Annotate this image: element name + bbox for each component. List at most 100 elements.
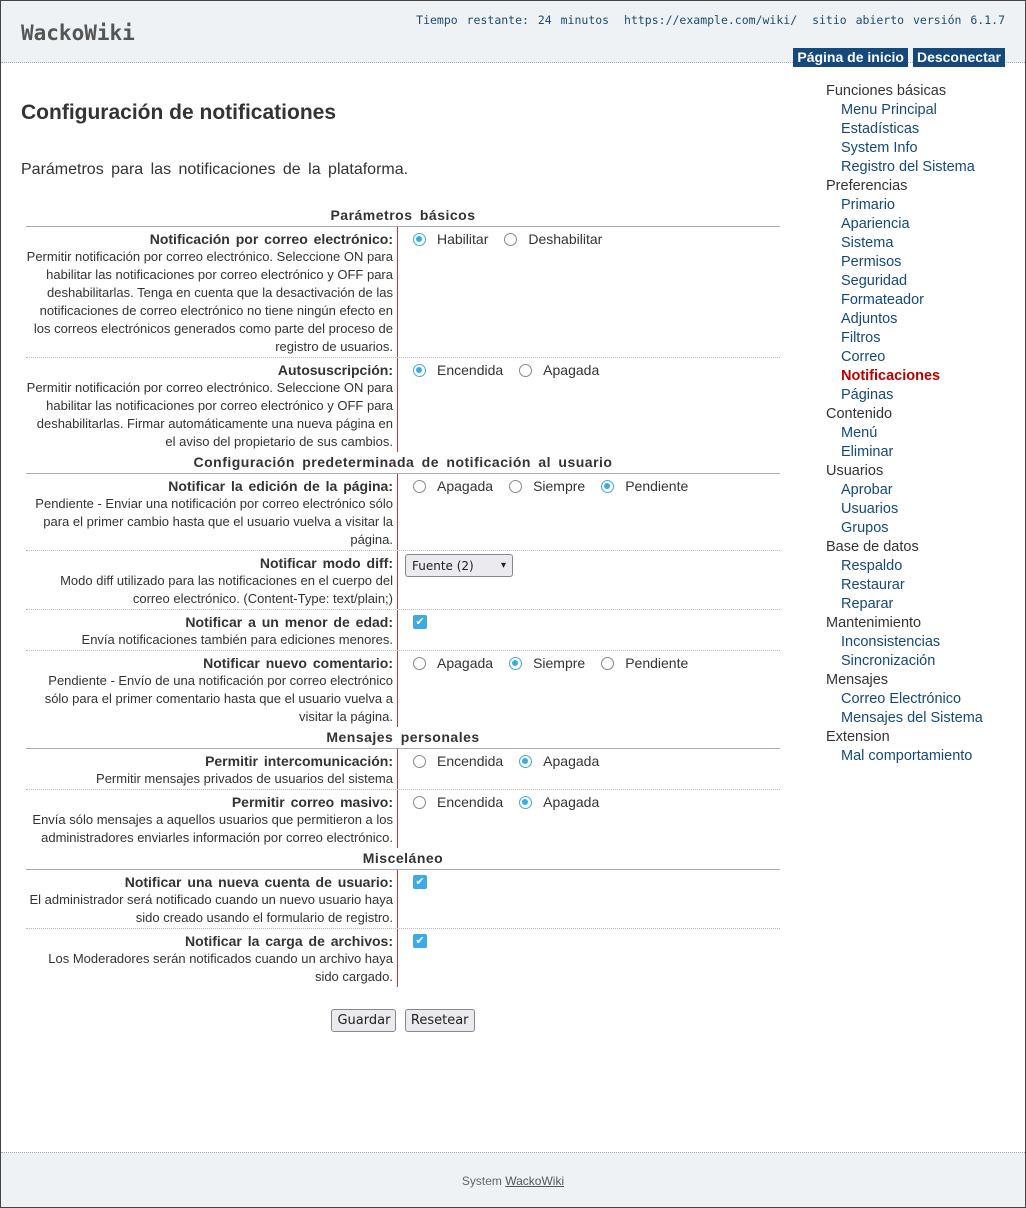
radio-option[interactable]: Pendiente	[601, 654, 688, 672]
sidebar-item[interactable]: Páginas	[841, 387, 894, 403]
radio-button[interactable]	[509, 479, 523, 493]
reset-button[interactable]: Resetear	[404, 1009, 475, 1032]
radio-button[interactable]	[519, 795, 533, 809]
setting-name: Autosuscripción:	[277, 362, 393, 378]
footer-link[interactable]: WackoWiki	[505, 1174, 565, 1188]
setting-description: Pendiente - Enviar una notificación por …	[35, 496, 393, 547]
sidebar-item[interactable]: Inconsistencias	[841, 634, 941, 650]
top-nav: Página de inicio Desconectar	[793, 48, 1005, 67]
sidebar-item[interactable]: Formateador	[841, 292, 925, 308]
radio-option[interactable]: Deshabilitar	[504, 230, 602, 248]
setting-label: Notificar a un menor de edad: Envía notif…	[26, 610, 397, 650]
footer-prefix: System	[461, 1174, 502, 1188]
radio-option[interactable]: Pendiente	[601, 477, 688, 495]
chevron-down-icon: ▾	[500, 559, 506, 571]
sidebar: Funciones básicas Menu Principal Estadísti…	[826, 82, 983, 766]
save-button[interactable]: Guardar	[331, 1009, 397, 1032]
sidebar-item[interactable]: Menu Principal	[841, 102, 937, 118]
radio-option[interactable]: Habilitar	[413, 230, 488, 248]
radio-option[interactable]: Apagada	[413, 654, 493, 672]
sidebar-item[interactable]: Registro del Sistema	[841, 159, 975, 175]
section-title: Parámetros básicos	[26, 205, 780, 227]
radio-button[interactable]	[509, 656, 523, 670]
radio-button[interactable]	[601, 479, 615, 493]
settings-section: Configuración predeterminada de notifica…	[26, 452, 780, 727]
sidebar-group-6: Mensajes	[826, 672, 889, 688]
setting-control: Encendida Apagada	[397, 749, 780, 789]
radio-button[interactable]	[601, 656, 615, 670]
setting-row: Permitir intercomunicación: Permitir mens…	[26, 749, 780, 790]
site-url: https://example.com/wiki/	[624, 13, 798, 27]
home-link[interactable]: Página de inicio	[793, 48, 908, 67]
radio-label: Siempre	[533, 655, 586, 671]
radio-option[interactable]: Apagada	[519, 361, 599, 379]
sidebar-item[interactable]: Primario	[841, 197, 895, 213]
sidebar-group-0: Funciones básicas	[826, 83, 947, 99]
sidebar-item[interactable]: Sistema	[841, 235, 894, 251]
sidebar-group-3: Usuarios	[826, 463, 884, 479]
radio-label: Apagada	[543, 794, 600, 810]
radio-label: Pendiente	[625, 478, 689, 494]
sidebar-item[interactable]: Mal comportamiento	[841, 748, 973, 764]
radio-button[interactable]	[504, 232, 518, 246]
radio-label: Encendida	[437, 362, 504, 378]
sidebar-item[interactable]: Apariencia	[841, 216, 910, 232]
sidebar-item[interactable]: Seguridad	[841, 273, 908, 289]
sidebar-item[interactable]: Notificaciones	[841, 368, 941, 384]
setting-label: Notificar la edición de la página: Pendie…	[26, 474, 397, 550]
sidebar-item[interactable]: Adjuntos	[841, 311, 898, 327]
setting-description: Envía notificaciones también para edicio…	[81, 632, 393, 647]
radio-button[interactable]	[519, 363, 533, 377]
radio-label: Apagada	[543, 362, 600, 378]
radio-option[interactable]: Siempre	[509, 477, 585, 495]
radio-option[interactable]: Apagada	[519, 793, 599, 811]
radio-button[interactable]	[413, 479, 426, 493]
setting-control: Encendida Apagada	[397, 790, 780, 848]
radio-button[interactable]	[413, 656, 426, 670]
setting-name: Permitir intercomunicación:	[205, 753, 393, 769]
radio-button[interactable]	[413, 363, 426, 377]
setting-control: ✔	[397, 610, 780, 650]
sidebar-item[interactable]: System Info	[841, 140, 918, 156]
logo[interactable]: WackoWiki	[21, 21, 135, 45]
setting-label: Permitir correo masivo: Envía sólo mensaj…	[26, 790, 397, 848]
radio-option[interactable]: Apagada	[413, 477, 493, 495]
setting-label: Autosuscripción: Permitir notificación po…	[26, 358, 397, 452]
sidebar-item[interactable]: Permisos	[841, 254, 902, 270]
sidebar-group-5: Mantenimiento	[826, 615, 922, 631]
radio-button[interactable]	[413, 754, 426, 768]
sidebar-item[interactable]: Menú	[841, 425, 878, 441]
radio-label: Encendida	[437, 794, 504, 810]
sidebar-item[interactable]: Usuarios	[841, 501, 899, 517]
sidebar-item[interactable]: Reparar	[841, 596, 894, 612]
radio-option[interactable]: Siempre	[509, 654, 585, 672]
logout-link[interactable]: Desconectar	[912, 48, 1005, 67]
setting-label: Notificar una nueva cuenta de usuario: El…	[26, 870, 397, 928]
sidebar-item[interactable]: Correo	[841, 349, 886, 365]
section-title: Misceláneo	[26, 848, 780, 870]
sidebar-item[interactable]: Filtros	[841, 330, 881, 346]
setting-control: Encendida Apagada	[397, 358, 780, 452]
sidebar-item[interactable]: Restaurar	[841, 577, 905, 593]
sidebar-item[interactable]: Correo Electrónico	[841, 691, 962, 707]
sidebar-item[interactable]: Respaldo	[841, 558, 903, 574]
sidebar-item[interactable]: Eliminar	[841, 444, 894, 460]
checkbox[interactable]: ✔	[413, 875, 427, 889]
radio-option[interactable]: Encendida	[413, 793, 503, 811]
sidebar-item[interactable]: Mensajes del Sistema	[841, 710, 983, 726]
sidebar-item[interactable]: Sincronización	[841, 653, 936, 669]
diff-mode-select[interactable]: Fuente (2) ▾	[405, 554, 513, 577]
sidebar-item[interactable]: Aprobar	[841, 482, 893, 498]
radio-button[interactable]	[413, 232, 426, 246]
sidebar-item[interactable]: Estadísticas	[841, 121, 920, 137]
radio-button[interactable]	[519, 754, 533, 768]
sidebar-item[interactable]: Grupos	[841, 520, 889, 536]
radio-option[interactable]: Encendida	[413, 752, 503, 770]
setting-description: El administrador será notificado cuando …	[29, 892, 393, 925]
radio-option[interactable]: Encendida	[413, 361, 503, 379]
radio-button[interactable]	[413, 795, 426, 809]
section-title: Configuración predeterminada de notifica…	[26, 452, 780, 474]
checkbox[interactable]: ✔	[413, 934, 427, 948]
radio-option[interactable]: Apagada	[519, 752, 599, 770]
checkbox[interactable]: ✔	[413, 615, 427, 629]
